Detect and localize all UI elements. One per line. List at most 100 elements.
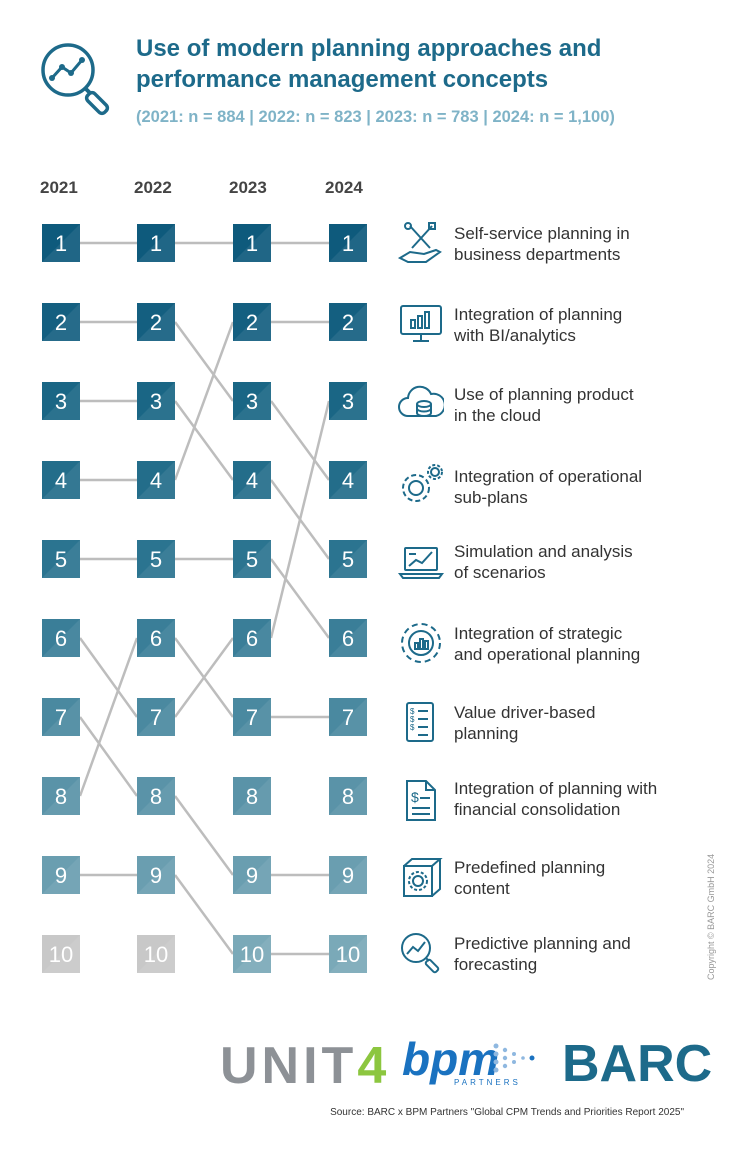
rank-box-fill — [42, 461, 80, 499]
rank-connector-line — [78, 716, 139, 797]
sample-size-subtitle: (2021: n = 884 | 2022: n = 823 | 2023: n… — [136, 108, 615, 126]
rank-box: 6 — [233, 619, 271, 657]
rank-box-label: 4 — [55, 468, 67, 493]
svg-text:$: $ — [411, 789, 419, 805]
rank-box: 2 — [137, 303, 175, 341]
rank-box-label: 3 — [150, 389, 162, 414]
rank-box-shade — [42, 461, 80, 499]
rank-box-label: 5 — [246, 547, 258, 572]
rank-box-label: 9 — [55, 863, 67, 888]
rank-box-fill — [233, 461, 271, 499]
dollar-document-icon: $ — [398, 778, 444, 824]
source-note: Source: BARC x BPM Partners "Global CPM … — [330, 1107, 684, 1118]
rank-box-fill — [233, 856, 271, 894]
rank-box-fill — [329, 540, 367, 578]
rank-box-label: 1 — [342, 231, 354, 256]
copyright-note: Copyright © BARC GmbH 2024 — [706, 853, 716, 980]
rank-box: 6 — [42, 619, 80, 657]
rank-box-fill — [137, 461, 175, 499]
rank-box-fill — [137, 935, 175, 973]
year-label-2021: 2021 — [40, 178, 78, 197]
bpm-logo-dots — [493, 1043, 535, 1073]
rank-box-fill — [137, 540, 175, 578]
concept-label-9-line-1: Predefined planning — [454, 858, 606, 877]
rank-connector-line — [269, 400, 331, 639]
concept-label-9-line-2: content — [454, 879, 510, 898]
concept-label-6-line-1: Integration of strategic — [454, 624, 623, 643]
rank-box: 7 — [233, 698, 271, 736]
rank-connector-line — [269, 400, 331, 481]
rank-box-label: 7 — [55, 705, 67, 730]
rank-box: 1 — [137, 224, 175, 262]
rank-box: 4 — [137, 461, 175, 499]
concept-label-4-line-1: Integration of operational — [454, 467, 643, 486]
rank-box-fill — [42, 303, 80, 341]
rank-box-fill — [233, 303, 271, 341]
rank-box-label: 2 — [246, 310, 258, 335]
concept-label-7-line-2: planning — [454, 724, 519, 743]
rank-box-fill — [42, 935, 80, 973]
rank-box: 2 — [329, 303, 367, 341]
rank-box: 9 — [329, 856, 367, 894]
rank-box-label: 9 — [246, 863, 258, 888]
rank-box-shade — [42, 224, 80, 262]
rank-box-fill — [42, 382, 80, 420]
rank-box: 7 — [42, 698, 80, 736]
rank-box: 10 — [137, 935, 175, 973]
rank-box-shade — [42, 619, 80, 657]
rank-box-fill — [137, 303, 175, 341]
laptop-chart-icon — [398, 540, 444, 586]
rank-box-shade — [233, 224, 271, 262]
concept-label-1-line-2: business departments — [454, 245, 621, 264]
svg-text:$: $ — [410, 707, 415, 716]
rank-box: 5 — [329, 540, 367, 578]
concept-label-10: Predictive planning and forecasting — [454, 933, 714, 975]
rank-box-fill — [42, 698, 80, 736]
rank-box-label: 9 — [150, 863, 162, 888]
concept-label-5-line-2: of scenarios — [454, 563, 546, 582]
rank-box-label: 8 — [150, 784, 162, 809]
rank-box-shade — [42, 856, 80, 894]
rank-box-label: 2 — [342, 310, 354, 335]
rank-box-shade — [329, 224, 367, 262]
rank-box-label: 4 — [342, 468, 354, 493]
concept-label-7-line-1: Value driver-based — [454, 703, 596, 722]
rank-box-shade — [329, 303, 367, 341]
bpm-logo-subtext: PARTNERS — [454, 1078, 521, 1087]
rank-box: 8 — [233, 777, 271, 815]
rank-box-shade — [42, 698, 80, 736]
rank-box-fill — [329, 224, 367, 262]
rank-box-label: 7 — [342, 705, 354, 730]
rank-box-shade — [137, 856, 175, 894]
rank-box-label: 2 — [55, 310, 67, 335]
rank-box-label: 6 — [150, 626, 162, 651]
rank-box-label: 1 — [246, 231, 258, 256]
svg-text:$: $ — [410, 715, 415, 724]
rank-box-shade — [233, 382, 271, 420]
rank-box-fill — [233, 382, 271, 420]
rank-box-fill — [233, 777, 271, 815]
rank-box-shade — [329, 461, 367, 499]
rank-box: 2 — [42, 303, 80, 341]
rank-box-shade — [137, 461, 175, 499]
concept-label-6-line-2: and operational planning — [454, 645, 641, 664]
rank-box: 3 — [233, 382, 271, 420]
concept-label-4: Integration of operational sub-plans — [454, 466, 714, 508]
bpm-logo-text: bpm — [402, 1033, 500, 1085]
rank-box: 10 — [329, 935, 367, 973]
concept-label-8-line-2: financial consolidation — [454, 800, 621, 819]
rank-box-shade — [233, 619, 271, 657]
rank-box-label: 3 — [246, 389, 258, 414]
rank-connector-line — [78, 637, 139, 718]
rank-box-fill — [329, 935, 367, 973]
rank-box-fill — [137, 619, 175, 657]
rank-box-label: 8 — [342, 784, 354, 809]
rank-connector-line — [173, 321, 235, 481]
rank-box-shade — [42, 777, 80, 815]
rank-box-shade — [233, 856, 271, 894]
rank-box-shade — [137, 777, 175, 815]
barc-logo: BARC — [562, 1035, 713, 1093]
rank-box: 3 — [137, 382, 175, 420]
concept-label-3-line-2: in the cloud — [454, 406, 541, 425]
rank-box-shade — [137, 935, 175, 973]
